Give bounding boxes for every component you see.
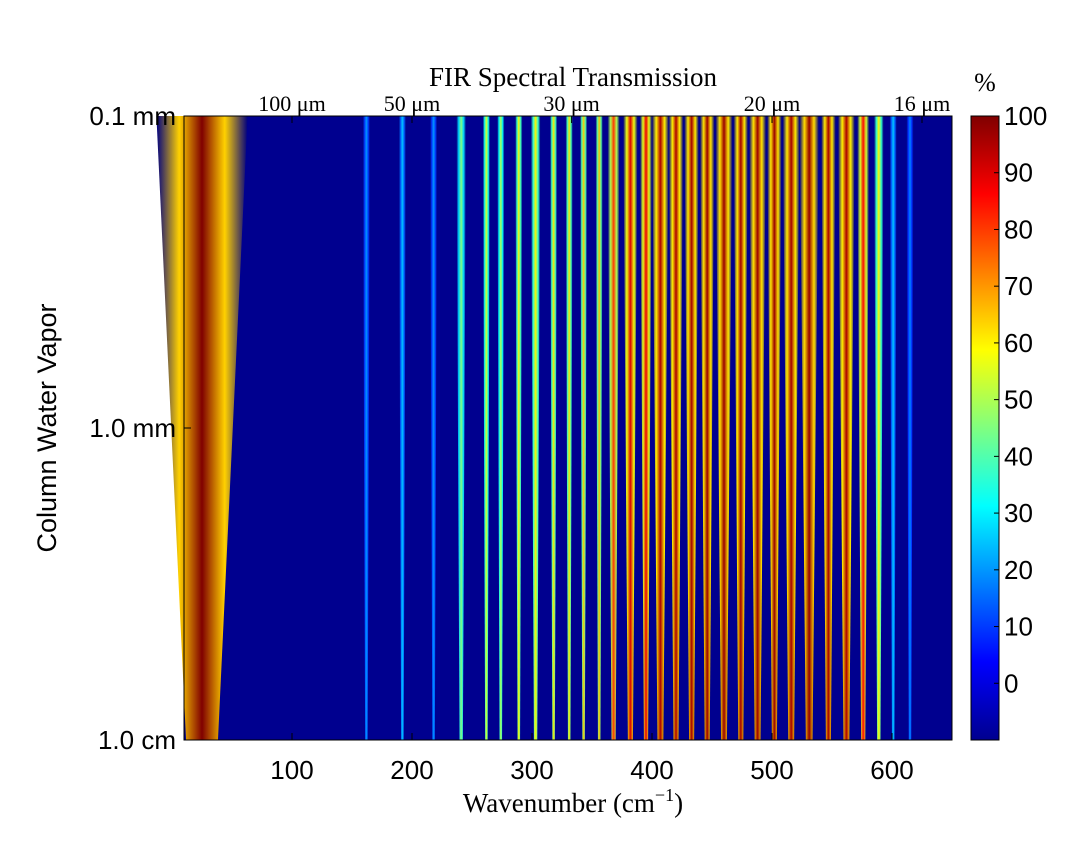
transmission-window-547 [821, 116, 836, 740]
transmission-window-241 [456, 116, 466, 740]
transmission-window-layer [156, 116, 914, 740]
heatmap-area [156, 116, 952, 740]
x-axis-label-close: ) [674, 788, 683, 818]
transmission-window-25 [156, 116, 248, 740]
transmission-window-318 [550, 116, 558, 740]
colorbar-tick-label: 30 [1004, 498, 1033, 528]
top-tick-label: 20 μm [744, 91, 800, 116]
transmission-window-615 [906, 116, 914, 740]
colorbar-tick-label: 0 [1004, 668, 1018, 698]
transmission-window-576 [857, 116, 870, 740]
colorbar-tick-label: 40 [1004, 441, 1033, 471]
colorbar-tick-label: 90 [1004, 158, 1033, 188]
x-tick-label: 600 [870, 755, 913, 785]
x-tick-label: 500 [750, 755, 793, 785]
top-tick-label: 50 μm [384, 91, 440, 116]
transmission-window-488 [749, 116, 766, 740]
y-tick-label: 1.0 mm [89, 413, 176, 443]
colorbar: 0 10 20 30 40 50 60 70 80 90 100 [970, 101, 1047, 741]
y-axis-ticks: 0.1 mm 1.0 mm 1.0 cm [89, 101, 191, 755]
colorbar-tick-label: 80 [1004, 214, 1033, 244]
colorbar-tick-label: 70 [1004, 271, 1033, 301]
transmission-window-502 [767, 116, 782, 740]
transmission-window-356 [595, 116, 603, 740]
x-tick-label: 400 [630, 755, 673, 785]
top-tick-label: 30 μm [543, 91, 599, 116]
top-axis-ticks: 100 μm 50 μm 30 μm 20 μm 16 μm [258, 91, 950, 123]
colorbar-ticks: 0 10 20 30 40 50 60 70 80 90 100 [994, 101, 1047, 698]
transmission-window-446 [700, 116, 715, 740]
transmission-window-162 [362, 116, 370, 740]
colorbar-tick-label: 50 [1004, 385, 1033, 415]
transmission-window-343 [580, 116, 588, 740]
y-tick-label: 0.1 mm [89, 101, 176, 131]
transmission-window-407 [652, 116, 669, 740]
transmission-window-382 [623, 116, 638, 740]
transmission-window-562 [838, 116, 855, 740]
transmission-window-331 [565, 116, 573, 740]
transmission-window-516 [782, 116, 800, 740]
transmission-window-531 [799, 116, 819, 740]
colorbar-tick-label: 20 [1004, 555, 1033, 585]
colorbar-tick-label: 100 [1004, 101, 1047, 131]
transmission-window-218 [430, 116, 438, 740]
chart-title: FIR Spectral Transmission [429, 62, 718, 92]
transmission-window-368 [607, 116, 620, 740]
x-axis-label-main: Wavenumber (cm [463, 788, 655, 818]
transmission-window-589 [874, 116, 884, 740]
transmission-window-303 [530, 116, 541, 740]
colorbar-tick-label: 60 [1004, 328, 1033, 358]
colorbar-unit-label: % [974, 68, 996, 97]
transmission-window-420 [668, 116, 684, 740]
top-tick-label: 100 μm [258, 91, 325, 116]
x-axis-label: Wavenumber (cm−1) [463, 785, 683, 818]
x-axis-label-superscript: −1 [655, 785, 674, 805]
colorbar-gradient [970, 115, 1000, 741]
x-tick-label: 300 [510, 755, 553, 785]
transmission-window-601 [889, 116, 897, 740]
y-axis-label: Column Water Vapor [32, 303, 62, 552]
y-tick-label: 1.0 cm [98, 725, 176, 755]
x-axis-ticks: 100 200 300 400 500 600 [270, 733, 914, 785]
transmission-window-192 [398, 116, 406, 740]
colorbar-tick-label: 10 [1004, 612, 1033, 642]
x-tick-label: 100 [270, 755, 313, 785]
transmission-window-289 [515, 116, 523, 740]
transmission-window-474 [733, 116, 748, 740]
transmission-window-262 [482, 116, 490, 740]
top-tick-label: 16 μm [894, 91, 950, 116]
x-tick-label: 200 [390, 755, 433, 785]
transmission-window-274 [497, 116, 505, 740]
transmission-window-395 [640, 116, 652, 740]
transmission-window-433 [684, 116, 699, 740]
transmission-window-460 [715, 116, 733, 740]
